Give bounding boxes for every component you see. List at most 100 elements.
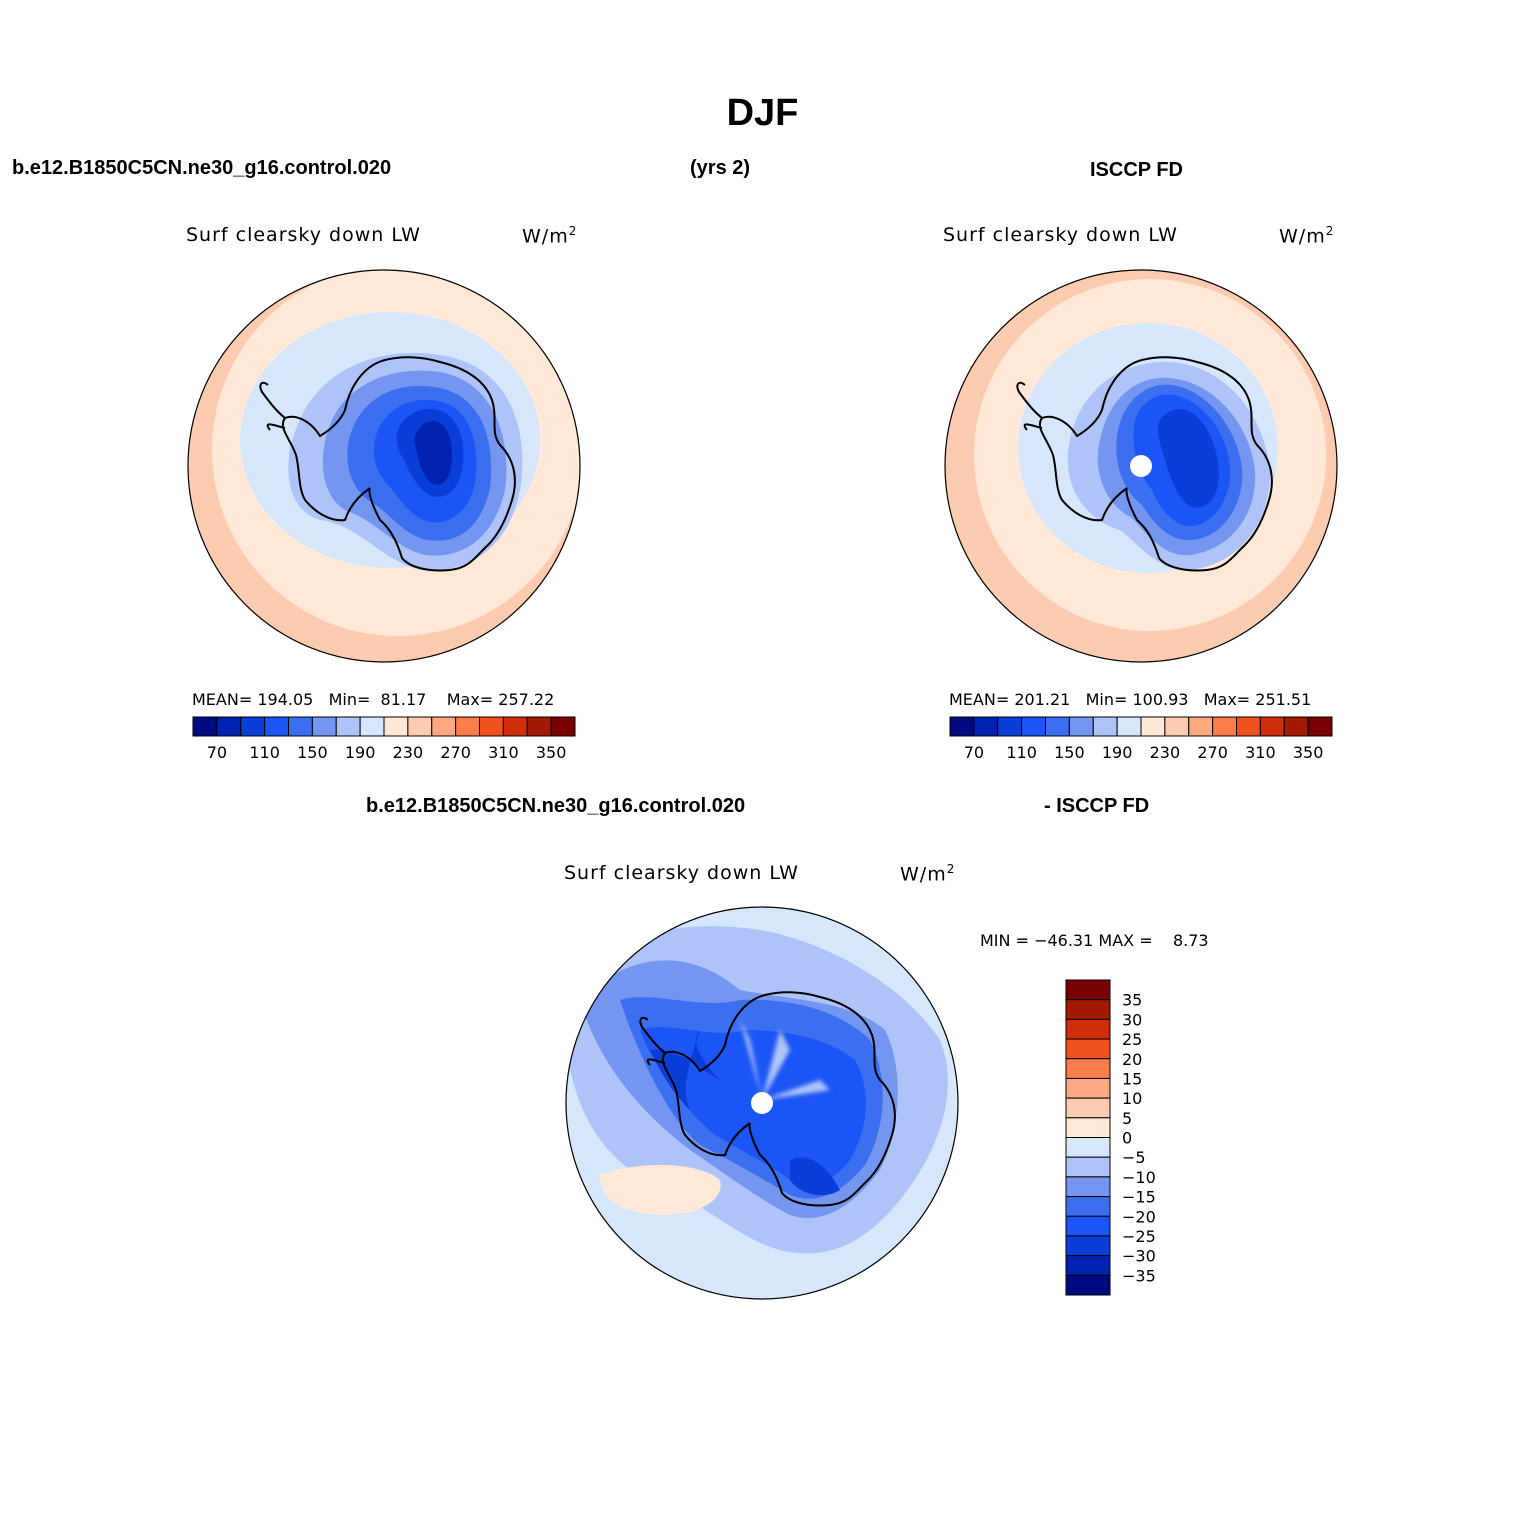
panel2-antarctica-coastline xyxy=(1038,356,1273,572)
panel3-colorbar-tick-label: −15 xyxy=(1122,1188,1156,1207)
panel2-colorbar-box xyxy=(1164,716,1190,737)
panel1-colorbar-box xyxy=(550,716,576,737)
panel1-colorbar-box xyxy=(311,716,337,737)
panel3-colorbar-tick-label: 30 xyxy=(1122,1010,1142,1029)
panel3-colorbar-box xyxy=(1065,1018,1111,1040)
panel1-colorbar-box xyxy=(502,716,528,737)
panel3-colorbar-box xyxy=(1065,979,1111,1001)
panel2-mean-value: 201.21 xyxy=(1014,690,1071,709)
panel1-peninsula-coastline xyxy=(259,381,286,431)
panel2-units: W/m2 xyxy=(1279,224,1334,247)
panel1-field-ring-cold xyxy=(240,312,540,568)
panel2-colorbar-box xyxy=(1021,716,1046,737)
panel1-field-band-70 xyxy=(414,421,452,485)
panel2-colorbar-tick-label: 110 xyxy=(1006,743,1037,762)
panel2-colorbar-box xyxy=(1259,716,1285,737)
panel1-max-label: Max= xyxy=(446,690,494,709)
panel2-field-ring-warm xyxy=(974,279,1326,631)
panel1-colorbar-box xyxy=(407,716,433,737)
panel3-field-band-minus25 xyxy=(650,1030,720,1110)
panel2-field-background xyxy=(945,270,1337,662)
panel1-colorbar-box xyxy=(192,716,218,737)
panel3-units: W/m2 xyxy=(900,862,955,885)
panel2-colorbar-box xyxy=(1307,716,1333,737)
panel1-mean-label: MEAN= xyxy=(192,690,253,709)
panel1-field-ring-warm xyxy=(212,270,580,636)
panel3-map xyxy=(566,907,958,1299)
panel3-colorbar-tick-label: 35 xyxy=(1122,991,1142,1010)
panel1-field-band-130 xyxy=(347,385,492,541)
panel1-field-band-170 xyxy=(288,352,523,571)
panel3-colorbar-box xyxy=(1065,1156,1111,1178)
panel3-colorbar-box xyxy=(1065,1077,1111,1099)
panel1-antarctica-coastline xyxy=(281,356,516,572)
panel3-field-warm-patch xyxy=(600,1164,721,1215)
panel2-colorbar-box xyxy=(1068,716,1094,737)
panel2-min-label: Min= xyxy=(1085,690,1128,709)
panel3-max-label: MAX = xyxy=(1098,931,1153,950)
panel3-field-band-minus30 xyxy=(790,1157,840,1196)
panel3-colorbar-box xyxy=(1065,1215,1111,1237)
panel2-map-frame xyxy=(944,269,1338,663)
panel2-variable-title: Surf clearsky down LW xyxy=(943,224,1178,246)
panel2-pole-missing xyxy=(1130,455,1152,477)
panel2-stats: MEAN= 201.21 Min= 100.93 Max= 251.51 xyxy=(949,690,1311,709)
panel2-colorbar-tick-label: 190 xyxy=(1102,743,1133,762)
panel3-colorbar-tick-label: 0 xyxy=(1122,1129,1132,1148)
panel3-colorbar-tick-label: 25 xyxy=(1122,1030,1142,1049)
panel1-colorbar-tick-label: 150 xyxy=(297,743,328,762)
panel1-colorbar-box xyxy=(288,716,313,737)
panel1-min-label: Min= xyxy=(328,690,371,709)
panel2-colorbar-tick-label: 350 xyxy=(1293,743,1324,762)
panel1-field-background xyxy=(188,270,580,662)
diff-header-model-case: b.e12.B1850C5CN.ne30_g16.control.020 xyxy=(366,795,746,817)
header-model-case: b.e12.B1850C5CN.ne30_g16.control.020 xyxy=(12,157,392,179)
panel1-colorbar-tick-label: 230 xyxy=(393,743,424,762)
panel1-units: W/m2 xyxy=(522,224,577,247)
panel2-field-band-170 xyxy=(1067,361,1271,571)
panel2-colorbar-box xyxy=(1236,716,1261,737)
panel1-min-value: 81.17 xyxy=(380,690,427,709)
panel2-colorbar-box xyxy=(1188,716,1214,737)
panel1-colorbar-box xyxy=(526,716,552,737)
panel3-antarctica-coastline xyxy=(661,991,896,1207)
panel2-colorbar-box xyxy=(1116,716,1142,737)
panel2-colorbar-box xyxy=(1092,716,1118,737)
panel2-map xyxy=(945,270,1337,662)
panel1-stats: MEAN= 194.05 Min= 81.17 Max= 257.22 xyxy=(192,690,554,709)
panel1-colorbar-box xyxy=(240,716,266,737)
panel3-colorbar-box xyxy=(1065,1274,1111,1296)
panel2-colorbar-box xyxy=(1140,716,1166,737)
panel1-variable-title: Surf clearsky down LW xyxy=(186,224,421,246)
header-obs-dataset: ISCCP FD xyxy=(1090,159,1183,181)
panel1-colorbar-box xyxy=(383,716,409,737)
panel1-field-band-110 xyxy=(373,399,477,523)
panel3-stats: MIN = −46.31 MAX = 8.73 xyxy=(980,931,1209,950)
panel1-colorbar-tick-label: 190 xyxy=(345,743,376,762)
panel3-colorbar-tick-label: −20 xyxy=(1122,1207,1156,1226)
panel2-field-ring-cold xyxy=(1018,323,1278,573)
panel1-map-frame xyxy=(187,269,581,663)
panel1-colorbar-tick-label: 310 xyxy=(488,743,519,762)
panel3-colorbar-tick-label: −10 xyxy=(1122,1168,1156,1187)
panel3-units-exp: 2 xyxy=(946,862,956,876)
panel3-colorbar-box xyxy=(1065,1058,1111,1079)
panel3-field-band-minus5 xyxy=(566,926,948,1254)
panel2-peninsula-coastline xyxy=(1016,381,1043,431)
panel2-colorbar-tick-label: 230 xyxy=(1150,743,1181,762)
panel2-field-band-130 xyxy=(1116,384,1243,541)
panel3-colorbar-box xyxy=(1065,1176,1111,1198)
panel2-colorbar: 70 110 150 190 230 270 310 350 xyxy=(949,716,1333,762)
panel3-units-base: W/m xyxy=(900,863,947,886)
panel3-field-band-minus10 xyxy=(580,960,898,1218)
panel2-min-value: 100.93 xyxy=(1132,690,1189,709)
panel1-colorbar-box xyxy=(335,716,361,737)
panel2-field-band-150 xyxy=(1097,377,1256,556)
panel1-colorbar-tick-label: 110 xyxy=(249,743,280,762)
panel2-mean-label: MEAN= xyxy=(949,690,1010,709)
panel1-field-band-90 xyxy=(396,408,464,497)
panel1-units-exp: 2 xyxy=(568,224,578,238)
panel2-colorbar-box xyxy=(949,716,975,737)
panel3-colorbar-box xyxy=(1065,1097,1111,1119)
